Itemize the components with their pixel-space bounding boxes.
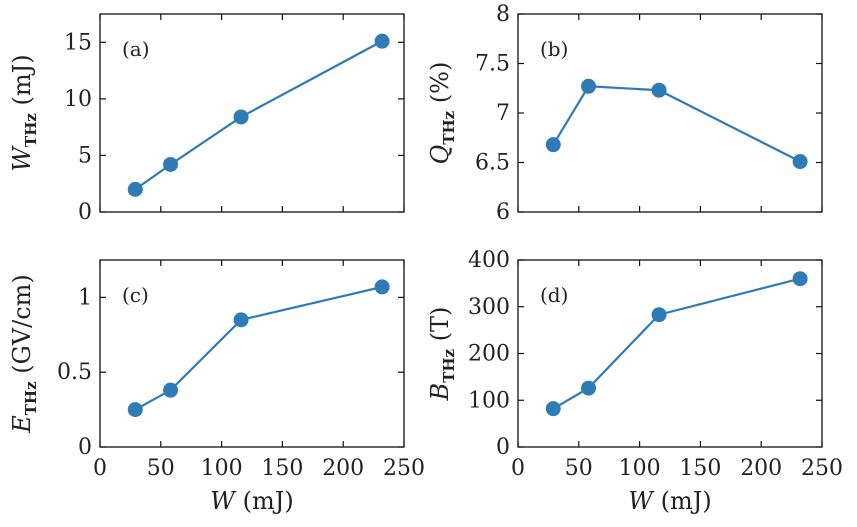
data-point xyxy=(581,380,597,396)
data-point xyxy=(374,279,390,295)
x-axis-label-symbol: W xyxy=(628,487,655,515)
y-axis-label-unit: (T) xyxy=(426,307,454,349)
y-axis-label-subscript: THz xyxy=(22,381,40,415)
y-axis-label: ETHz (GV/cm) xyxy=(8,274,40,434)
y-tick-label: 1 xyxy=(78,285,92,310)
y-tick-label: 7 xyxy=(496,101,510,126)
panel-label: (d) xyxy=(540,283,568,307)
series-line xyxy=(134,40,383,191)
y-tick-label: 0 xyxy=(78,200,92,225)
x-axis-label: W (mJ) xyxy=(210,487,293,515)
panel-label: (a) xyxy=(122,37,150,61)
panel-label: (b) xyxy=(540,37,568,61)
y-tick-label: 400 xyxy=(468,248,510,273)
x-axis-label-unit: (mJ) xyxy=(235,487,294,515)
y-axis-label-subscript: THz xyxy=(440,348,458,382)
y-axis-label-subscript: THz xyxy=(22,113,40,147)
data-point xyxy=(163,156,179,172)
panel-label: (c) xyxy=(122,283,149,307)
x-tick-label: 250 xyxy=(801,456,843,481)
y-tick-label: 8 xyxy=(496,2,510,27)
series-line xyxy=(552,85,801,163)
data-point xyxy=(651,307,667,323)
data-point xyxy=(233,312,249,328)
data-point xyxy=(127,402,143,418)
x-axis-label-unit: (mJ) xyxy=(653,487,712,515)
x-axis-label: W (mJ) xyxy=(628,487,711,515)
y-tick-label: 200 xyxy=(468,342,510,367)
series-line xyxy=(552,277,801,410)
series-line xyxy=(134,285,383,411)
y-axis-label-symbol: B xyxy=(426,383,454,402)
plot-frame xyxy=(99,259,405,448)
data-point xyxy=(233,109,249,125)
data-point xyxy=(374,33,390,49)
data-point xyxy=(651,82,667,98)
panel-a: 0 5 10 15 (a) WTHz (mJ) xyxy=(8,13,405,225)
x-tick-label: 0 xyxy=(93,456,107,481)
x-tick-label: 250 xyxy=(383,456,425,481)
x-tick-label: 100 xyxy=(201,456,243,481)
x-tick-label: 200 xyxy=(740,456,782,481)
x-tick-label: 200 xyxy=(322,456,364,481)
data-point xyxy=(127,181,143,197)
y-tick-label: 0 xyxy=(496,435,510,460)
panel-d: 0 50 100 150 200 250 0 100 200 300 400 (d) BTHz (T) W… xyxy=(426,248,843,515)
x-tick-label: 50 xyxy=(565,456,593,481)
y-tick-label: 7.5 xyxy=(475,52,510,77)
y-tick-label: 100 xyxy=(468,388,510,413)
y-axis-label: QTHz (%) xyxy=(426,62,458,165)
y-axis-label-unit: (%) xyxy=(426,62,454,111)
y-tick-label: 300 xyxy=(468,295,510,320)
y-tick-label: 0 xyxy=(78,435,92,460)
y-tick-label: 10 xyxy=(64,87,92,112)
data-point xyxy=(792,154,808,170)
y-tick-label: 5 xyxy=(78,143,92,168)
x-tick-label: 150 xyxy=(261,456,303,481)
y-axis-label: BTHz (T) xyxy=(426,307,458,402)
x-tick-label: 150 xyxy=(679,456,721,481)
panel-b: 6 6.5 7 7.5 8 (b) QTHz (%) xyxy=(426,2,823,225)
y-tick-label: 0.5 xyxy=(57,360,92,385)
x-tick-label: 0 xyxy=(511,456,525,481)
y-axis-label-symbol: Q xyxy=(426,145,454,165)
data-point xyxy=(545,401,561,417)
x-axis-label-symbol: W xyxy=(210,487,237,515)
data-point xyxy=(792,271,808,287)
panel-c: 0 50 100 150 200 250 0 0.5 1 (c) ETHz (GV/cm) W (mJ… xyxy=(8,259,425,515)
y-axis-label-subscript: THz xyxy=(440,110,458,144)
y-tick-label: 6 xyxy=(496,200,510,225)
data-point xyxy=(581,78,597,94)
data-point xyxy=(545,137,561,153)
y-tick-label: 6.5 xyxy=(475,151,510,176)
x-tick-label: 100 xyxy=(619,456,661,481)
y-axis-label-symbol: W xyxy=(8,145,36,172)
plot-frame xyxy=(99,13,405,213)
y-axis-label-unit: (GV/cm) xyxy=(8,274,36,381)
y-tick-label: 15 xyxy=(64,30,92,55)
y-axis-label-symbol: E xyxy=(8,415,36,434)
y-axis-label-unit: (mJ) xyxy=(8,54,36,113)
x-tick-label: 50 xyxy=(147,456,175,481)
y-axis-label: WTHz (mJ) xyxy=(8,54,40,171)
data-point xyxy=(163,382,179,398)
